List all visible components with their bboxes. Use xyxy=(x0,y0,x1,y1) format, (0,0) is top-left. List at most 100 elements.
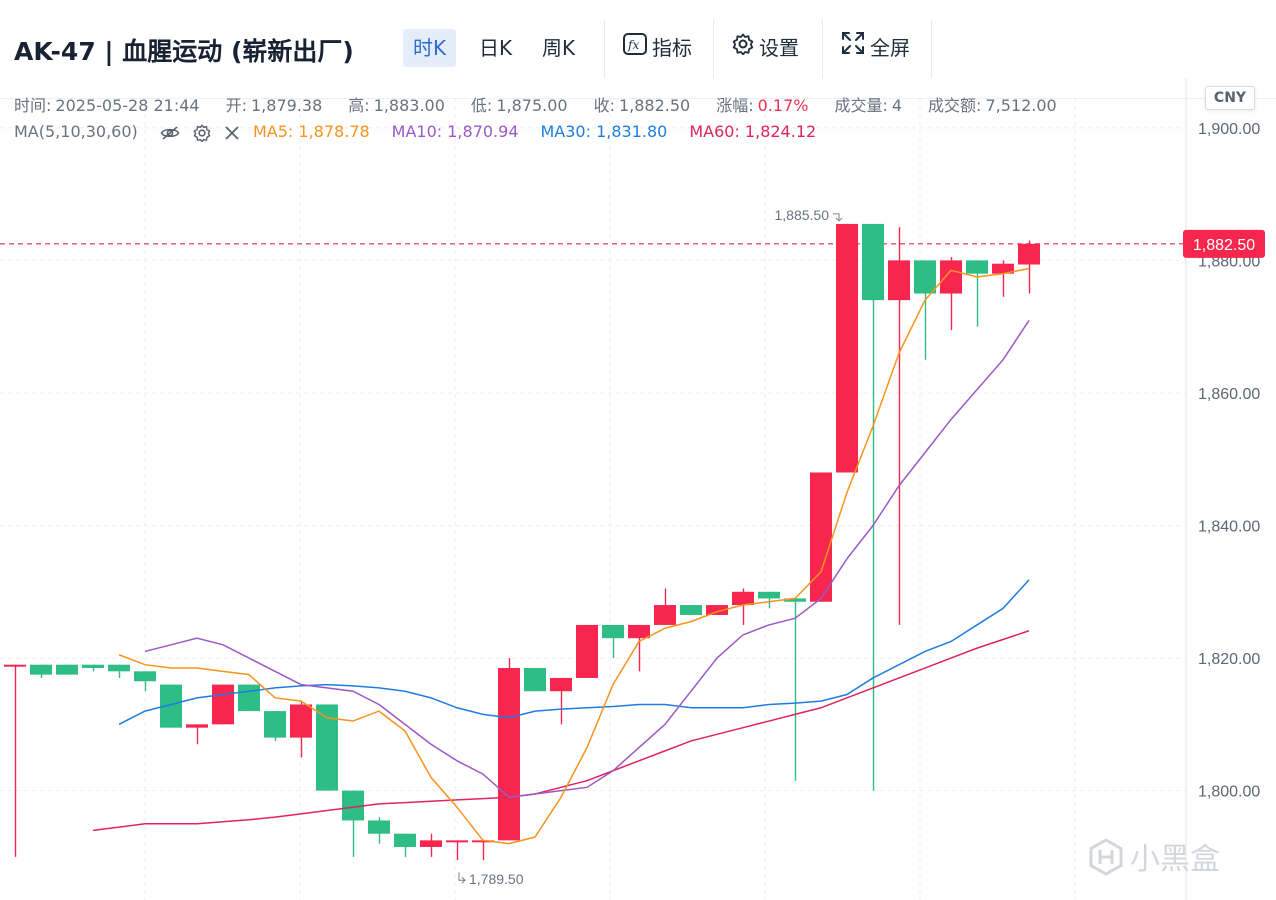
candle-body xyxy=(186,724,208,728)
volume-value: 4 xyxy=(891,96,903,115)
ma10-line xyxy=(144,320,1030,799)
min-price-label: 1,789.50 xyxy=(469,871,524,887)
fx-icon: fx xyxy=(623,29,647,67)
high-label: 高: xyxy=(348,96,370,115)
svg-text:fx: fx xyxy=(627,38,639,52)
change-value: 0.17% xyxy=(757,96,809,115)
max-price-label: 1,885.50 xyxy=(775,207,830,223)
tab-hourly-k[interactable]: 时K xyxy=(403,29,457,67)
high-value: 1,883.00 xyxy=(373,96,445,115)
candle-body xyxy=(940,260,962,294)
candle-body xyxy=(160,684,182,728)
candle-body xyxy=(394,833,416,847)
candle-body xyxy=(602,624,624,639)
ma-values: MA5: 1,878.78 MA10: 1,870.94 MA30: 1,831.8… xyxy=(253,122,838,141)
ma60-line xyxy=(92,630,1030,832)
change-label: 涨幅: xyxy=(716,96,754,115)
ma-params: MA(5,10,30,60) xyxy=(14,122,138,141)
ma5-value: MA5: 1,878.78 xyxy=(253,122,370,141)
max-marker xyxy=(833,213,843,222)
close-icon[interactable] xyxy=(224,125,240,145)
toolbar: AK-47 | 血腥运动 (崭新出厂) 时K 日K 周K fx 指标 设置 全屏 xyxy=(0,0,1276,99)
candle-body xyxy=(888,260,910,301)
candle-body xyxy=(342,790,364,821)
candle-body xyxy=(524,668,546,692)
open-label: 开: xyxy=(225,96,247,115)
candle-body xyxy=(108,664,130,672)
y-tick-label: 1,900.00 xyxy=(1198,121,1260,138)
candle-body xyxy=(4,664,26,667)
candle-body xyxy=(56,664,78,675)
candle-body xyxy=(290,704,312,738)
settings-label: 设置 xyxy=(759,36,799,60)
candle-body xyxy=(758,591,780,599)
low-label: 低: xyxy=(470,96,493,115)
tab-daily-k[interactable]: 日K xyxy=(479,36,513,60)
candle-body xyxy=(134,671,156,682)
candle-body xyxy=(550,677,572,692)
watermark-text: 小黑盒 xyxy=(1130,842,1220,877)
y-tick-label: 1,800.00 xyxy=(1198,784,1260,801)
candle-body xyxy=(420,840,442,847)
candle-body xyxy=(810,472,832,602)
min-marker xyxy=(458,872,466,884)
candle-body xyxy=(446,840,468,843)
candle-body xyxy=(368,820,390,834)
last-price-value: 1,882.50 xyxy=(1193,237,1255,254)
candle-body xyxy=(680,605,702,615)
indicator-label: 指标 xyxy=(652,36,692,60)
time-label: 时间: xyxy=(14,96,52,115)
ma-legend: MA(5,10,30,60) xyxy=(14,122,156,141)
heybox-logo-icon xyxy=(1086,837,1126,885)
candle-body xyxy=(628,624,650,639)
settings-button[interactable]: 设置 xyxy=(722,29,809,67)
amount-label: 成交额: xyxy=(928,96,982,115)
ma30-value: MA30: 1,831.80 xyxy=(540,122,668,141)
tab-weekly-k[interactable]: 周K xyxy=(542,36,576,60)
ma10-value: MA10: 1,870.94 xyxy=(391,122,519,141)
low-value: 1,875.00 xyxy=(496,96,568,115)
candle-body xyxy=(498,668,520,841)
currency-button[interactable]: CNY xyxy=(1205,86,1255,110)
candle-body xyxy=(82,664,104,669)
candle-body xyxy=(576,624,598,678)
candle-body xyxy=(654,605,676,625)
candle-body xyxy=(30,664,52,675)
last-price-tag xyxy=(1183,229,1265,258)
y-tick-label: 1,840.00 xyxy=(1198,519,1260,536)
ma5-line xyxy=(118,267,1030,845)
gear-icon[interactable] xyxy=(193,124,211,146)
time-value: 2025-05-28 21:44 xyxy=(55,96,200,115)
close-value: 1,882.50 xyxy=(618,96,691,115)
candle-body xyxy=(784,598,806,602)
indicator-button[interactable]: fx 指标 xyxy=(613,29,702,67)
toolbar-divider xyxy=(604,20,605,78)
candle-body xyxy=(264,711,286,738)
ohlc-info: 时间: 2025-05-28 21:44 开: 1,879.38 高: 1,883.00 低… xyxy=(14,92,1065,116)
candle-body xyxy=(472,840,494,843)
ma-tools xyxy=(160,124,248,146)
toolbar-divider xyxy=(822,20,823,78)
candle-body xyxy=(966,260,988,274)
eye-slash-icon[interactable] xyxy=(160,125,180,145)
candle-body xyxy=(706,605,728,615)
candle-body xyxy=(238,684,260,712)
candle-body xyxy=(992,263,1014,274)
volume-label: 成交量: xyxy=(834,96,888,115)
item-title: AK-47 | 血腥运动 (崭新出厂) xyxy=(14,37,354,66)
ma60-value: MA60: 1,824.12 xyxy=(689,122,817,141)
candle-body xyxy=(316,704,338,791)
gear-icon xyxy=(732,29,754,67)
expand-icon xyxy=(841,29,865,67)
fullscreen-button[interactable]: 全屏 xyxy=(831,29,920,67)
candle-body xyxy=(732,591,754,606)
watermark: 小黑盒 xyxy=(1086,834,1220,885)
y-tick-label: 1,860.00 xyxy=(1198,386,1260,403)
ma30-line xyxy=(118,579,1030,726)
candle-body xyxy=(836,223,858,473)
close-label: 收: xyxy=(593,96,615,115)
toolbar-divider xyxy=(931,20,932,78)
y-tick-label: 1,820.00 xyxy=(1198,651,1260,668)
toolbar-divider xyxy=(713,20,714,78)
